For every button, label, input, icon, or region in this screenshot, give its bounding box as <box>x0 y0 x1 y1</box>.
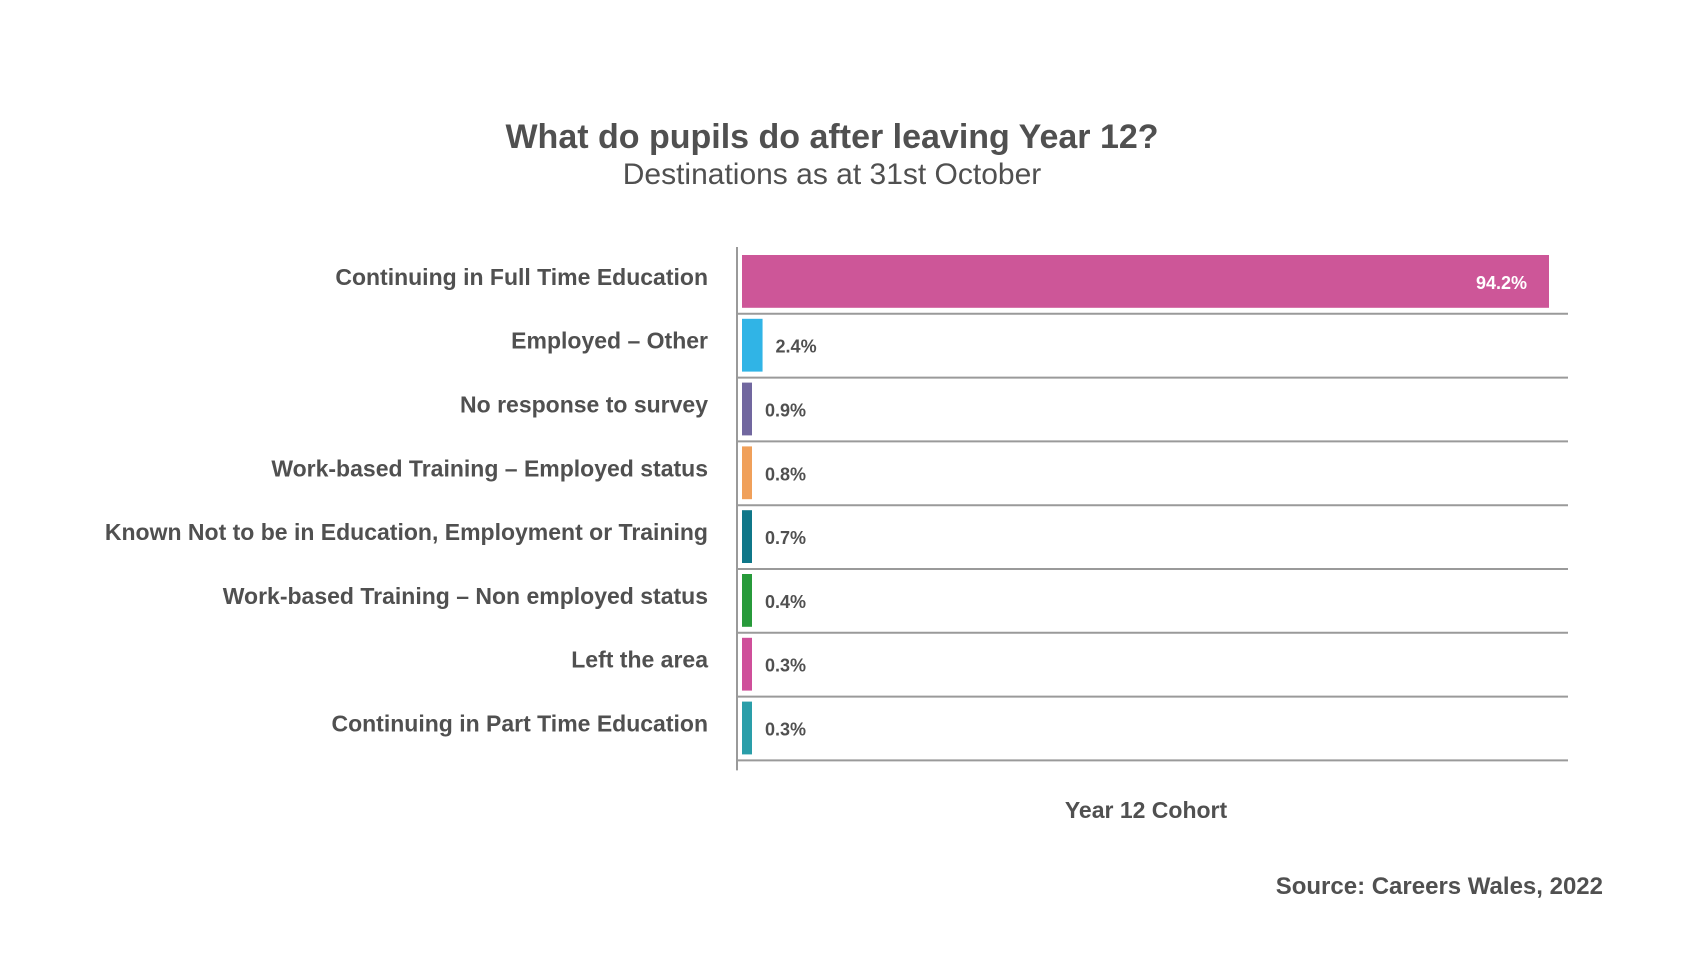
category-label: No response to survey <box>460 392 708 418</box>
bar <box>742 446 752 500</box>
data-label: 0.4% <box>765 592 806 612</box>
bar <box>742 637 752 691</box>
data-label: 0.7% <box>765 528 806 548</box>
x-axis-label: Year 12 Cohort <box>1064 797 1228 823</box>
category-label: Work-based Training – Non employed statu… <box>223 583 708 609</box>
bar <box>742 701 752 755</box>
bar <box>742 382 752 436</box>
data-label: 2.4% <box>776 337 817 357</box>
bar <box>742 574 752 627</box>
category-label: Known Not to be in Education, Employment… <box>105 519 708 545</box>
data-label: 0.3% <box>765 720 806 740</box>
category-label: Left the area <box>571 647 708 673</box>
chart-subtitle: Destinations as at 31st October <box>622 158 1042 191</box>
category-label: Work-based Training – Employed status <box>271 455 708 481</box>
bar <box>742 255 1549 308</box>
data-label: 0.8% <box>765 464 806 484</box>
bar <box>742 510 752 563</box>
data-label: 0.9% <box>765 401 806 421</box>
chart-title: What do pupils do after leaving Year 12? <box>505 118 1159 156</box>
source-note: Source: Careers Wales, 2022 <box>1275 873 1603 900</box>
category-label: Employed – Other <box>511 328 708 354</box>
category-label: Continuing in Full Time Education <box>335 264 708 290</box>
category-label: Continuing in Part Time Education <box>331 711 708 737</box>
data-label: 0.3% <box>765 656 806 676</box>
bar <box>742 318 763 372</box>
data-label: 94.2% <box>1476 273 1527 293</box>
